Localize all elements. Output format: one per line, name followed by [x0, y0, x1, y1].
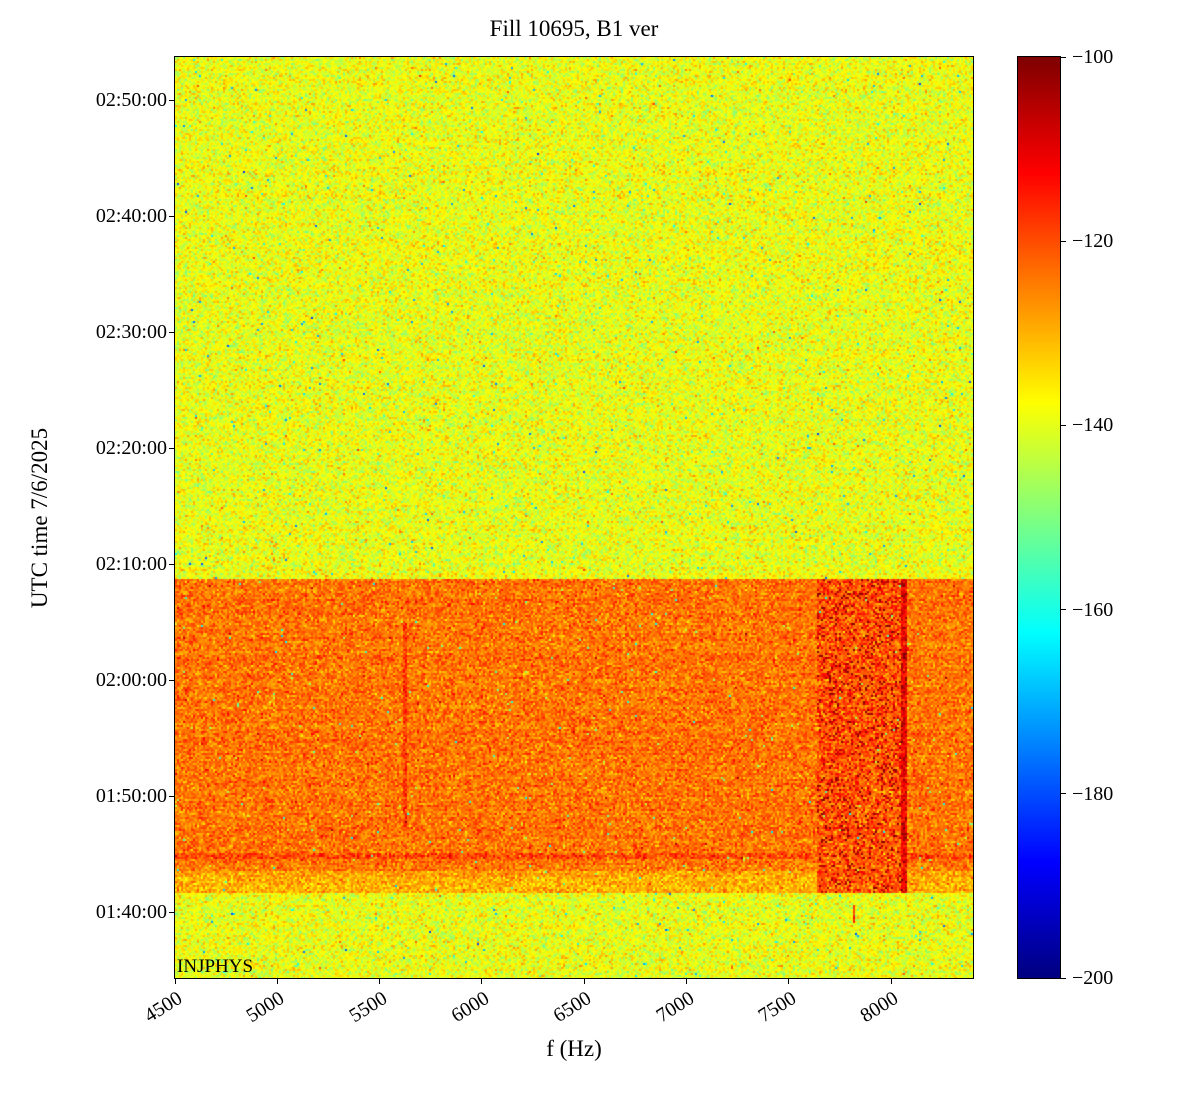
x-tick-mark: [686, 979, 688, 984]
y-tick-mark: [169, 911, 174, 913]
y-tick-mark: [169, 447, 174, 449]
x-tick-mark: [890, 979, 892, 984]
colorbar-tick-label: −140: [1072, 414, 1114, 437]
spectrogram-heatmap: [174, 56, 974, 979]
colorbar-tick-label: −120: [1072, 230, 1114, 253]
annotation-injphys: INJPHYS: [177, 956, 254, 977]
x-tick-mark: [788, 979, 790, 984]
x-tick-mark: [379, 979, 381, 984]
x-tick-label: 6000: [447, 987, 494, 1028]
x-tick-mark: [276, 979, 278, 984]
x-tick-mark: [481, 979, 483, 984]
colorbar-tick-label: −160: [1072, 598, 1114, 621]
y-tick-mark: [169, 215, 174, 217]
colorbar-gradient: [1017, 56, 1061, 979]
x-tick-label: 5000: [242, 987, 289, 1028]
y-tick-mark: [169, 331, 174, 333]
y-tick-label: 02:10:00: [95, 553, 167, 576]
colorbar-tick-mark: [1061, 56, 1066, 58]
y-tick-label: 01:50:00: [95, 785, 167, 808]
x-tick-label: 8000: [856, 987, 903, 1028]
colorbar-tick-mark: [1061, 793, 1066, 795]
x-tick-mark: [174, 979, 176, 984]
y-tick-label: 02:50:00: [95, 89, 167, 112]
x-axis-label: f (Hz): [546, 1036, 602, 1061]
y-axis-label: UTC time 7/6/2025: [27, 427, 52, 609]
y-tick-label: 02:30:00: [95, 321, 167, 344]
y-tick-label: 01:40:00: [95, 901, 167, 924]
colorbar-tick-mark: [1061, 609, 1066, 611]
y-tick-label: 02:40:00: [95, 205, 167, 228]
colorbar-tick-label: −200: [1072, 967, 1114, 989]
colorbar-tick-label: −100: [1072, 46, 1114, 68]
chart-title: Fill 10695, B1 ver: [489, 16, 659, 41]
x-tick-label: 5500: [345, 987, 391, 1028]
y-tick-mark: [169, 795, 174, 797]
y-tick-label: 02:00:00: [95, 669, 167, 692]
y-tick-label: 02:20:00: [95, 437, 167, 460]
y-tick-mark: [169, 563, 174, 565]
y-tick-mark: [169, 99, 174, 101]
x-tick-label: 4500: [140, 987, 187, 1028]
colorbar-tick-mark: [1061, 240, 1066, 242]
x-tick-mark: [583, 979, 585, 984]
x-tick-label: 7500: [754, 987, 800, 1028]
x-tick-label: 7000: [652, 987, 698, 1028]
colorbar-tick-mark: [1061, 977, 1066, 979]
y-tick-mark: [169, 679, 174, 681]
colorbar-tick-label: −180: [1072, 782, 1114, 805]
colorbar-tick-mark: [1061, 424, 1066, 426]
